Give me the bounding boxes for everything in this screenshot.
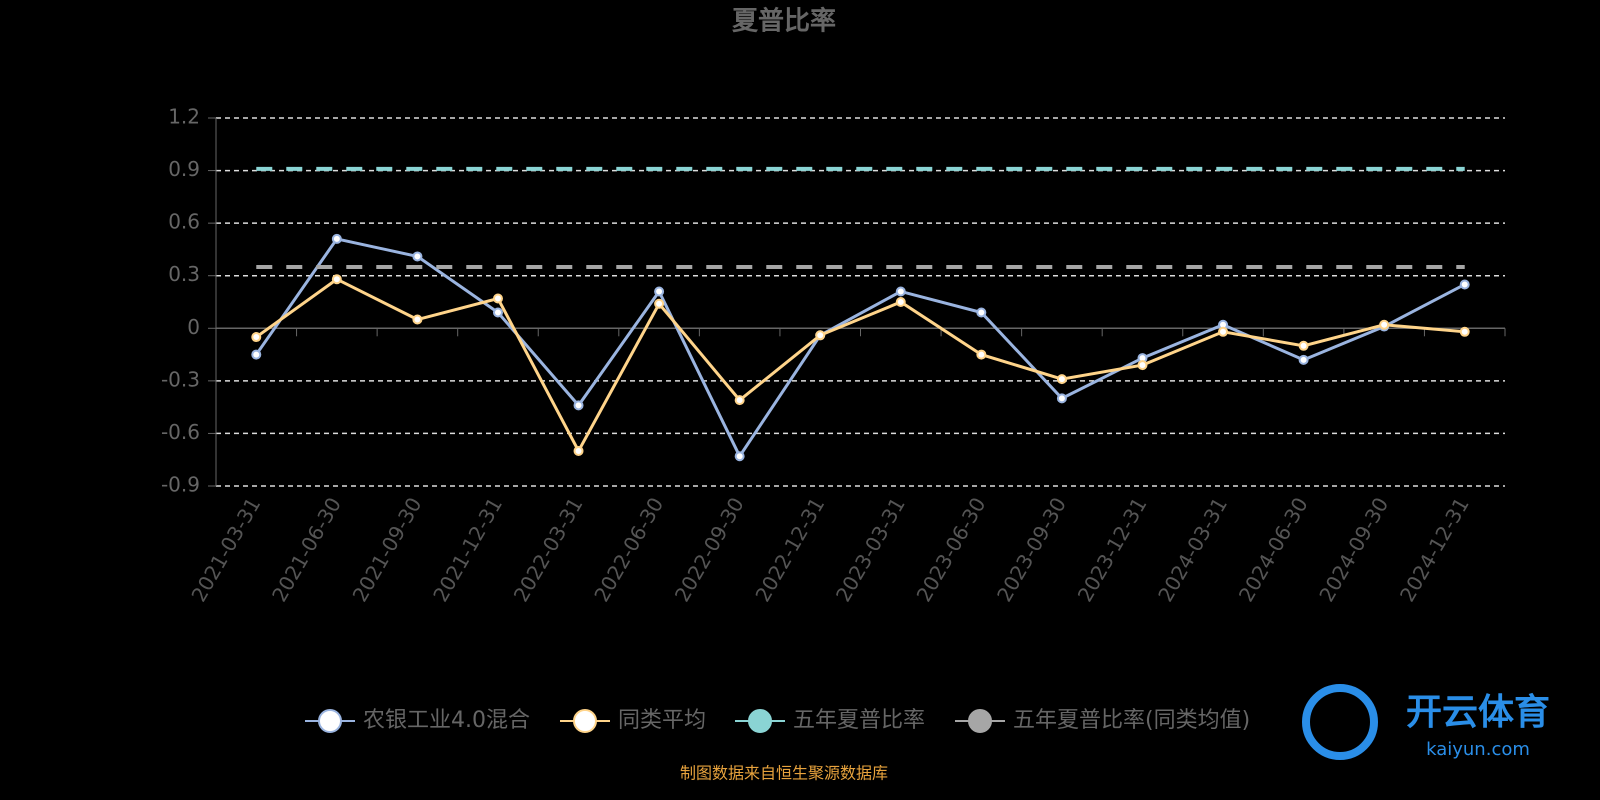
x-tick-label: 2022-03-31 [509,493,588,606]
data-point [976,307,987,318]
legend-label: 同类平均 [618,708,706,733]
watermark-subtitle: kaiyun.com [1426,739,1530,760]
data-point [976,349,987,360]
x-tick-label: 2021-03-31 [186,493,265,606]
data-point [895,286,906,297]
x-tick-label: 2024-06-30 [1234,493,1313,606]
data-point [1056,393,1067,404]
data-point [895,297,906,307]
x-tick-label: 2023-03-31 [831,493,910,606]
legend-marker [748,709,772,733]
y-tick-label: 1.2 [168,105,200,129]
y-tick-label: 0.9 [168,157,200,181]
y-tick-label: 0.6 [168,210,200,234]
legend-marker [318,709,342,733]
y-tick-label: 0 [187,315,200,339]
data-point [331,233,342,244]
x-tick-label: 2023-12-31 [1073,493,1152,606]
data-point [251,332,262,343]
legend-marker [968,709,992,733]
x-tick-label: 2021-12-31 [428,493,507,606]
y-tick-label: -0.6 [161,420,200,444]
x-tick-label: 2022-12-31 [750,493,829,606]
legend-marker [573,709,597,733]
data-point [492,307,503,318]
watermark: 开云体育 kaiyun.com [1302,684,1550,760]
data-point [251,349,262,360]
y-tick-label: -0.9 [161,473,200,497]
data-point [573,445,584,456]
data-point [1137,360,1148,371]
data-point [1379,319,1390,330]
legend-label: 五年夏普比率(同类均值) [1013,708,1250,733]
data-point [1459,279,1470,290]
watermark-title: 开云体育 [1406,692,1550,733]
legend-label: 五年夏普比率 [793,708,925,733]
x-tick-label: 2023-09-30 [992,493,1071,606]
data-point [1056,374,1067,385]
data-point [734,395,745,406]
x-tick-label: 2024-03-31 [1153,493,1232,606]
x-tick-label: 2024-09-30 [1314,493,1393,606]
data-point [412,314,423,325]
data-point [492,293,503,304]
x-tick-label: 2021-09-30 [348,493,427,606]
data-point [331,274,342,285]
y-tick-label: 0.3 [168,262,200,286]
data-point [815,330,826,341]
logo [1302,684,1378,760]
data-point [654,286,665,297]
data-point [573,400,584,411]
series-line [255,277,1465,455]
series-line [255,237,1466,460]
x-tick-label: 2022-09-30 [670,493,749,606]
data-point [734,451,745,462]
x-tick-label: 2024-12-31 [1395,493,1474,606]
x-tick-label: 2022-06-30 [589,493,668,606]
chart-title: 夏普比率 [732,6,836,37]
data-point [1298,354,1309,365]
data-point [1459,326,1470,337]
data-point [1218,326,1229,337]
data-point [1298,340,1309,351]
data-point [654,298,665,309]
source-note: 制图数据来自恒生聚源数据库 [680,764,888,783]
data-point [412,251,423,262]
y-tick-label: -0.3 [161,367,200,391]
legend-label: 农银工业4.0混合 [363,708,530,733]
x-tick-label: 2021-06-30 [267,493,346,606]
x-tick-label: 2023-06-30 [912,493,991,606]
